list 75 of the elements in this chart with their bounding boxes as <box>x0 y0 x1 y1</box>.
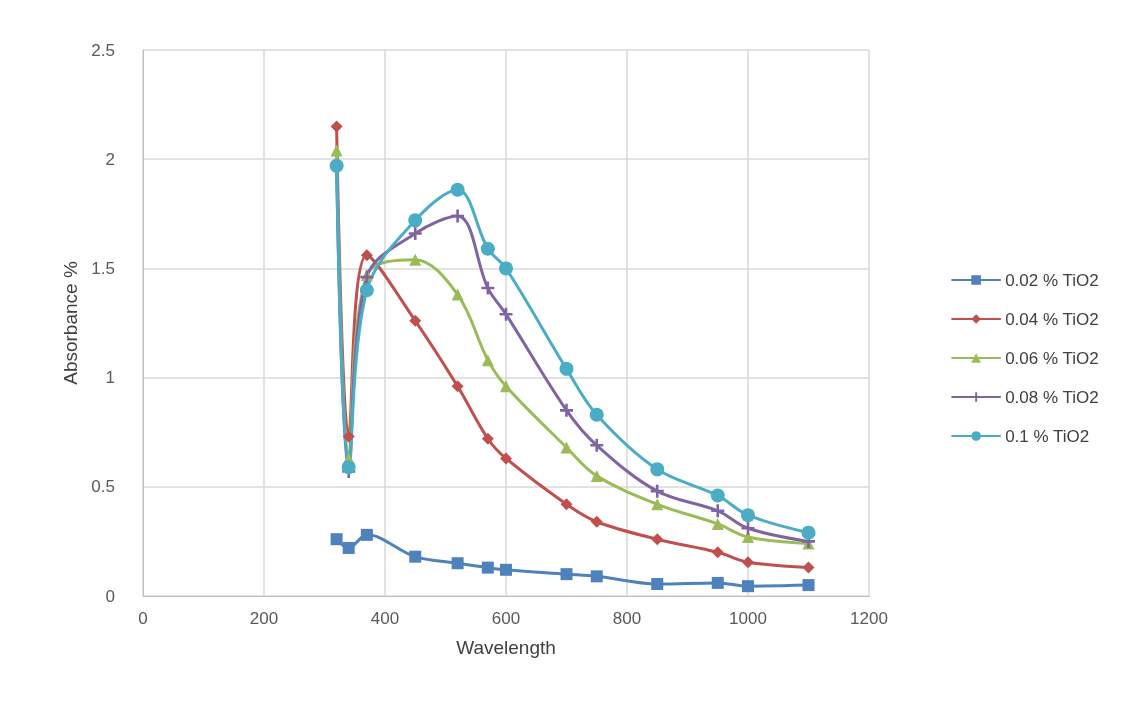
point <box>711 576 724 589</box>
point <box>451 380 464 393</box>
point <box>481 432 494 445</box>
point <box>360 249 373 262</box>
point <box>590 570 603 583</box>
legend-label: 0.08 % TiO2 <box>1005 387 1099 407</box>
point <box>409 550 422 563</box>
point <box>560 403 573 417</box>
point <box>651 533 664 546</box>
point <box>408 213 423 228</box>
point <box>802 561 815 574</box>
x-tick-label: 600 <box>491 609 521 628</box>
x-tick-label: 200 <box>249 609 279 628</box>
point <box>651 498 664 511</box>
point <box>742 580 754 593</box>
point <box>650 462 665 477</box>
point <box>560 568 573 581</box>
point <box>589 407 604 422</box>
y-tick-label: 2.5 <box>91 40 115 60</box>
x-tick-label: 400 <box>370 609 400 628</box>
point <box>711 546 724 559</box>
point <box>342 541 355 554</box>
legend-label: 0.02 % TiO2 <box>1005 270 1099 290</box>
y-tick-label: 2 <box>105 149 115 169</box>
legend-label: 0.06 % TiO2 <box>1005 348 1099 368</box>
point <box>360 528 373 541</box>
point <box>330 533 343 546</box>
point <box>650 484 664 498</box>
point <box>481 354 494 367</box>
legend-label: 0.1 % TiO2 <box>1005 426 1090 446</box>
point <box>560 441 573 454</box>
point <box>450 182 465 197</box>
point <box>590 438 604 452</box>
point <box>559 361 574 376</box>
point <box>359 283 374 298</box>
y-tick-label: 1.5 <box>91 258 115 278</box>
x-tick-label: 1000 <box>729 609 767 628</box>
x-tick-label: 800 <box>612 609 642 628</box>
point <box>560 498 573 511</box>
point <box>590 515 603 528</box>
legend-label: 0.04 % TiO2 <box>1005 309 1099 329</box>
point <box>330 144 343 157</box>
point <box>341 460 356 475</box>
x-tick-label: 0 <box>138 609 148 628</box>
point <box>500 563 512 576</box>
point <box>742 556 754 569</box>
y-tick-label: 0 <box>105 586 115 606</box>
point <box>651 577 664 590</box>
point <box>711 517 724 530</box>
point <box>711 504 725 518</box>
point <box>409 314 422 327</box>
y-axis-title: Absorbance % <box>60 261 82 385</box>
point <box>451 557 464 570</box>
point <box>499 307 513 321</box>
point <box>801 525 816 540</box>
point <box>741 521 755 535</box>
x-axis-title: Wavelength <box>456 637 556 658</box>
point <box>451 209 465 223</box>
y-tick-label: 0.5 <box>91 477 115 497</box>
point <box>710 488 725 503</box>
point <box>342 430 355 443</box>
x-tick-label: 1200 <box>850 609 888 628</box>
point <box>481 561 494 574</box>
point <box>741 508 755 523</box>
point <box>590 469 603 482</box>
point <box>408 226 422 240</box>
point <box>409 253 422 266</box>
y-tick-label: 1 <box>105 368 115 388</box>
point <box>451 288 464 301</box>
point <box>499 261 513 276</box>
point <box>330 120 343 133</box>
point <box>500 380 512 393</box>
point <box>480 241 495 256</box>
point <box>500 452 512 465</box>
point <box>802 579 815 592</box>
